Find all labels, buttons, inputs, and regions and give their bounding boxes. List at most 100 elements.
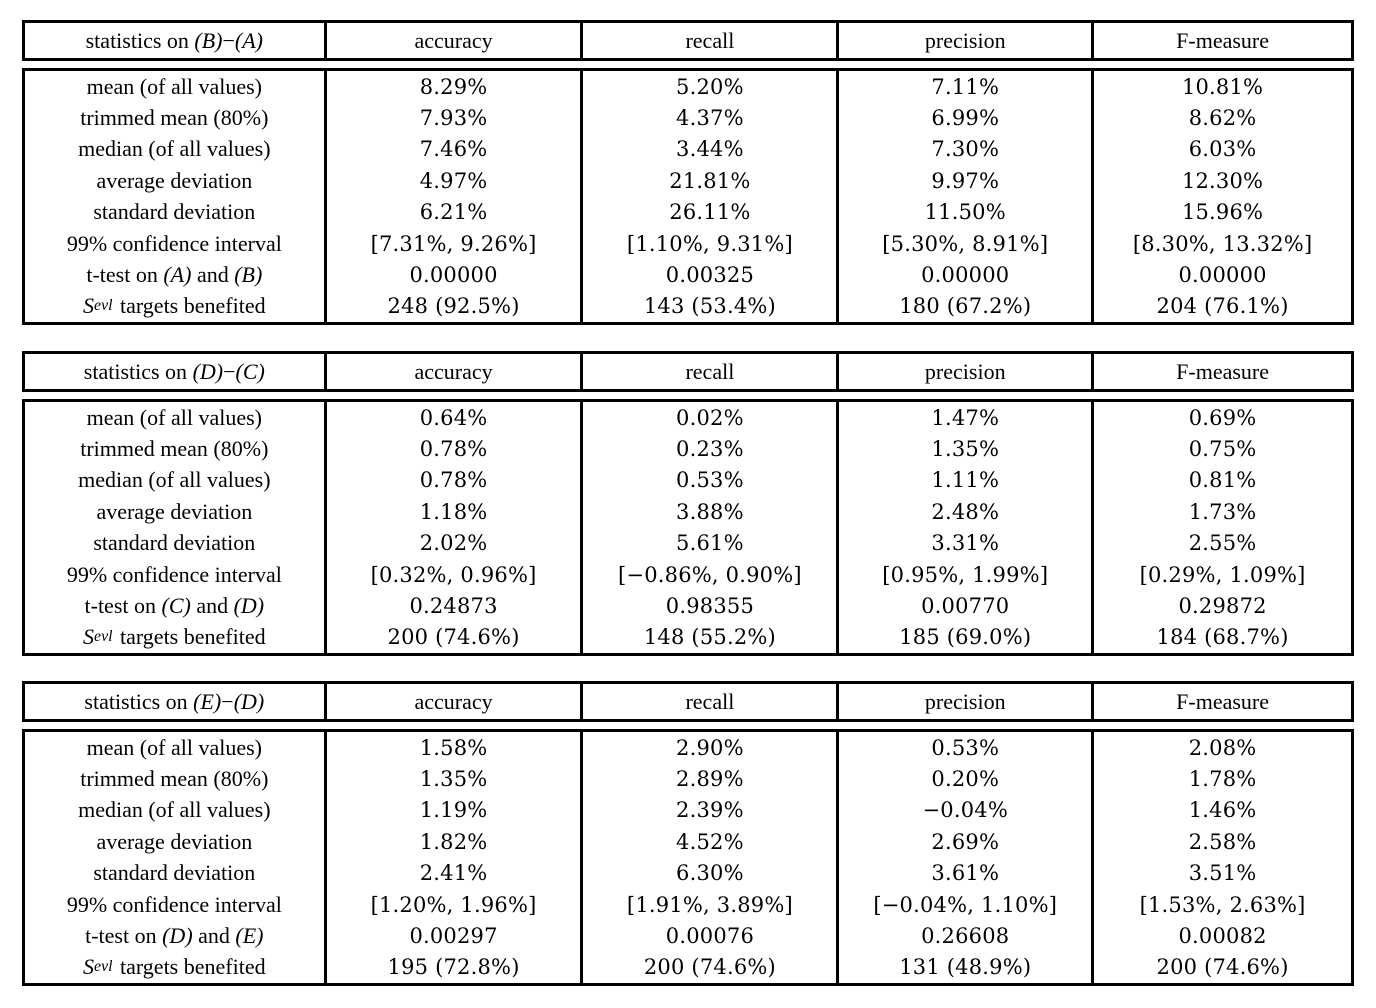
row-label: standard deviation: [25, 528, 324, 559]
label-part: trimmed mean (80%): [80, 766, 269, 792]
cell-value: [−0.04%, 1.10%]: [836, 888, 1091, 921]
label-part: median (of all values): [78, 467, 271, 493]
cell-value: 9.97%: [836, 165, 1091, 197]
cell-value: 2.41%: [323, 857, 581, 889]
label-part: −: [223, 358, 236, 384]
label-part: (A): [163, 262, 192, 288]
label-part: (D): [233, 593, 265, 619]
column-header-f-measure: F-measure: [1091, 684, 1351, 719]
row-label: t-test on (D) and (E): [25, 920, 324, 951]
cell-value: 10.81%: [1091, 71, 1351, 103]
cell-value: 200 (74.6%): [580, 951, 836, 984]
table-title: statistics on (E) − (D): [25, 684, 324, 719]
cell-value: 0.00325: [580, 259, 836, 291]
table-body-box: mean (of all values) 0.64% 0.02% 1.47% 0.69%…: [22, 399, 1354, 657]
label-part: 99% confidence interval: [66, 891, 282, 917]
table-row: mean (of all values) 8.29% 5.20% 7.11% 10.81…: [25, 71, 1351, 103]
column-header-precision: precision: [836, 23, 1091, 58]
cell-value: 4.37%: [580, 102, 836, 134]
cell-value: 0.02%: [580, 402, 836, 434]
row-label: median (of all values): [25, 134, 324, 165]
cell-value: [−0.86%, 0.90%]: [580, 558, 836, 591]
cell-value: [1.91%, 3.89%]: [580, 888, 836, 921]
column-header-precision: precision: [836, 354, 1091, 389]
cell-value: 3.31%: [836, 527, 1091, 559]
label-part: (B): [194, 27, 223, 53]
table-row: t-test on (A) and (B) 0.00000 0.00325 0.000…: [25, 259, 1351, 291]
cell-value: 1.35%: [836, 433, 1091, 465]
cell-value: 7.30%: [836, 133, 1091, 166]
cell-value: 11.50%: [836, 196, 1091, 228]
cell-value: 248 (92.5%): [323, 290, 581, 323]
column-header-recall: recall: [580, 684, 836, 719]
cell-value: 2.48%: [836, 496, 1091, 528]
label-part: t-test on: [86, 262, 164, 288]
table-row: trimmed mean (80%) 0.78% 0.23% 1.35% 0.75%: [25, 433, 1351, 465]
column-header-recall: recall: [580, 354, 836, 389]
table-row: 99% confidence interval [1.20%, 1.96%] [1.…: [25, 888, 1351, 921]
row-label: 99% confidence interval: [25, 228, 324, 259]
cell-value: 185 (69.0%): [836, 621, 1091, 654]
row-label: average deviation: [25, 496, 324, 527]
cell-value: 7.46%: [323, 133, 581, 166]
label-part: 99% confidence interval: [66, 561, 282, 587]
label-part: average deviation: [96, 828, 253, 854]
column-header-f-measure: F-measure: [1091, 354, 1351, 389]
cell-value: 0.23%: [580, 433, 836, 465]
label-part: (D): [233, 688, 265, 714]
column-header-accuracy: accuracy: [323, 354, 581, 389]
table-title: statistics on (D) − (C): [25, 354, 324, 389]
cell-value: 5.20%: [580, 71, 836, 103]
cell-value: 0.69%: [1091, 402, 1351, 434]
stats-table-3: statistics on (E) − (D) accuracy recall preci…: [22, 681, 1354, 987]
row-label: mean (of all values): [25, 402, 324, 433]
cell-value: 0.00770: [836, 590, 1091, 622]
table-row: t-test on (C) and (D) 0.24873 0.98355 0.007…: [25, 590, 1351, 622]
table-row: average deviation 1.82% 4.52% 2.69% 2.58%: [25, 826, 1351, 858]
label-part: S: [83, 954, 95, 980]
row-label: mean (of all values): [25, 71, 324, 102]
cell-value: 7.11%: [836, 71, 1091, 103]
label-part: evl: [94, 958, 113, 976]
cell-value: [8.30%, 13.32%]: [1091, 227, 1351, 260]
row-label: median (of all values): [25, 795, 324, 826]
cell-value: [1.20%, 1.96%]: [323, 888, 581, 921]
cell-value: 2.90%: [580, 732, 836, 764]
cell-value: 0.00000: [836, 259, 1091, 291]
label-part: standard deviation: [93, 199, 256, 225]
table-header-box: statistics on (D) − (C) accuracy recall preci…: [22, 351, 1354, 392]
column-header-precision: precision: [836, 684, 1091, 719]
cell-value: 0.78%: [323, 433, 581, 465]
label-part: standard deviation: [93, 860, 256, 886]
cell-value: 3.61%: [836, 857, 1091, 889]
label-part: 99% confidence interval: [66, 230, 282, 256]
cell-value: 0.78%: [323, 464, 581, 497]
table-header-row: statistics on (D) − (C) accuracy recall preci…: [25, 354, 1351, 389]
row-label: trimmed mean (80%): [25, 102, 324, 133]
table-row: median (of all values) 1.19% 2.39% −0.04% 1.…: [25, 794, 1351, 827]
cell-value: 0.26608: [836, 920, 1091, 952]
cell-value: 2.08%: [1091, 732, 1351, 764]
table-header-row: statistics on (E) − (D) accuracy recall preci…: [25, 684, 1351, 719]
cell-value: 6.99%: [836, 102, 1091, 134]
cell-value: 5.61%: [580, 527, 836, 559]
row-label: standard deviation: [25, 858, 324, 889]
cell-value: 0.53%: [836, 732, 1091, 764]
row-label: trimmed mean (80%): [25, 433, 324, 464]
label-part: evl: [94, 297, 113, 315]
cell-value: 0.20%: [836, 763, 1091, 795]
cell-value: 195 (72.8%): [323, 951, 581, 984]
cell-value: 8.29%: [323, 71, 581, 103]
cell-value: 1.73%: [1091, 496, 1351, 528]
cell-value: 0.00000: [1091, 259, 1351, 291]
label-part: S: [83, 624, 95, 650]
row-label: average deviation: [25, 165, 324, 196]
cell-value: 0.53%: [580, 464, 836, 497]
table-row: trimmed mean (80%) 7.93% 4.37% 6.99% 8.62%: [25, 102, 1351, 134]
cell-value: 26.11%: [580, 196, 836, 228]
table-row: 99% confidence interval [7.31%, 9.26%] [1.…: [25, 227, 1351, 260]
